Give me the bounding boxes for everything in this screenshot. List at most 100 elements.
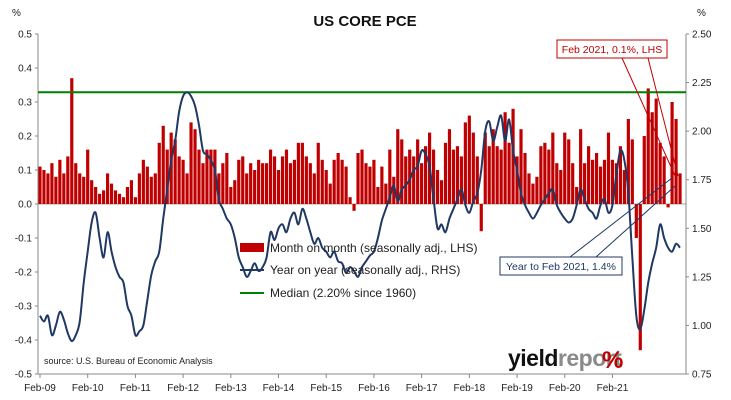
legend-swatch-mom	[240, 243, 264, 252]
mom-bar	[447, 129, 452, 204]
mom-bar	[149, 176, 153, 204]
mom-bar	[113, 190, 118, 204]
mom-bar	[455, 146, 460, 204]
mom-bar	[50, 163, 54, 204]
right-axis-unit: %	[697, 8, 706, 19]
mom-bar	[268, 149, 273, 204]
mom-bar	[674, 119, 678, 204]
mom-bar	[181, 159, 185, 204]
annot-mom-pointer-1	[621, 57, 677, 179]
mom-bar	[121, 197, 126, 204]
mom-bar	[404, 156, 408, 204]
mom-bar	[475, 156, 479, 204]
mom-bar	[356, 153, 360, 204]
mom-bar	[658, 142, 662, 204]
mom-bar	[499, 149, 503, 204]
mom-bar	[364, 163, 368, 204]
right-tick-label: 2.50	[692, 30, 712, 41]
mom-bar	[507, 142, 511, 204]
mom-bar	[527, 173, 531, 204]
logo-part1: yield	[508, 345, 558, 371]
mom-bar	[245, 173, 249, 204]
mom-bar	[543, 142, 547, 204]
mom-bar	[272, 156, 277, 204]
mom-bar	[642, 136, 646, 204]
x-tick-label: Feb-11	[120, 383, 151, 394]
logo-part2: report	[558, 345, 622, 371]
mom-bar	[133, 197, 137, 204]
left-tick-label: -0.1	[15, 234, 33, 245]
mom-bar	[141, 159, 145, 204]
mom-bar	[177, 156, 181, 204]
x-tick-label: Feb-16	[358, 383, 390, 394]
legend: Month on month (seasonally adj., LHS) Ye…	[240, 241, 477, 300]
mom-bar	[420, 163, 424, 204]
x-axis-ticks: Feb-09 Feb-10 Feb-11 Feb-12 Feb-13 Feb-14 Feb-…	[24, 374, 629, 394]
mom-bar	[221, 163, 225, 204]
mom-bar	[237, 159, 241, 204]
x-tick-label: Feb-18	[453, 383, 485, 394]
mom-bar	[197, 149, 201, 204]
mom-bar	[217, 173, 221, 204]
mom-bar	[662, 156, 666, 204]
mom-bar	[288, 163, 293, 204]
mom-bar	[610, 159, 615, 204]
mom-bar	[495, 146, 499, 204]
mom-bar	[650, 112, 654, 204]
mom-bar	[424, 146, 428, 204]
mom-bar	[451, 149, 456, 204]
mom-bar	[598, 166, 603, 204]
mom-bar	[606, 132, 611, 204]
left-axis-unit: %	[12, 8, 21, 19]
left-axis-ticks: 0.5 0.4 0.3 0.2 0.1 0.0 -0.1 -0.2 -0.3 -0.4 -0.5	[15, 30, 38, 381]
mom-bar	[336, 153, 340, 204]
x-tick-label: Feb-13	[215, 383, 247, 394]
left-tick-label: -0.4	[15, 336, 33, 347]
mom-bar	[511, 108, 515, 204]
mom-bar	[396, 129, 400, 204]
x-tick-label: Feb-12	[167, 383, 199, 394]
mom-bar	[129, 180, 134, 204]
mom-bar	[157, 142, 161, 204]
mom-bar	[352, 204, 356, 211]
mom-bar	[555, 163, 559, 204]
mom-bar	[678, 173, 682, 204]
mom-bar	[579, 129, 583, 204]
mom-bar	[392, 176, 396, 204]
mom-bar	[229, 187, 233, 204]
x-tick-label: Feb-14	[263, 383, 295, 394]
mom-bar	[594, 153, 599, 204]
mom-bar	[348, 197, 352, 204]
mom-bar	[54, 176, 58, 204]
x-tick-label: Feb-21	[597, 383, 629, 394]
left-tick-label: 0.2	[18, 132, 32, 143]
left-tick-label: -0.5	[15, 370, 33, 381]
logo-wordmark: yieldreport	[508, 345, 622, 371]
mom-bar	[412, 156, 416, 204]
mom-bar	[590, 159, 595, 204]
mom-bar	[344, 166, 348, 204]
mom-bar	[551, 132, 555, 204]
mom-bar	[614, 163, 619, 204]
x-tick-label: Feb-09	[24, 383, 56, 394]
mom-bar	[94, 187, 98, 204]
mom-bar	[193, 129, 197, 204]
mom-bar	[201, 163, 205, 204]
x-tick-label: Feb-17	[406, 383, 438, 394]
mom-bar	[324, 170, 328, 204]
annot-mom-box	[556, 39, 668, 59]
mom-bar	[535, 176, 539, 204]
yieldreport-logo: yieldreport %	[508, 345, 623, 374]
mom-bar	[439, 180, 444, 204]
left-tick-label: -0.3	[15, 302, 33, 313]
mom-bar	[312, 173, 316, 204]
mom-bar	[539, 146, 543, 204]
mom-bar	[90, 180, 94, 204]
mom-bar	[296, 142, 300, 204]
mom-bar	[563, 132, 567, 204]
mom-bar	[225, 153, 229, 204]
mom-bar	[376, 187, 380, 204]
mom-bar	[587, 146, 591, 204]
left-tick-label: -0.2	[15, 268, 33, 279]
